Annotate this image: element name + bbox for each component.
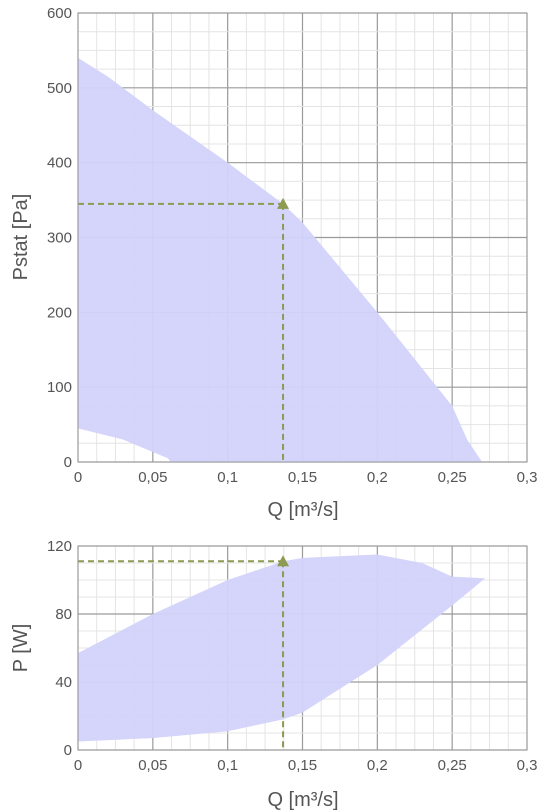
power-operating-guides — [78, 555, 290, 750]
pressure-operating-guides — [78, 197, 290, 462]
y-tick-label: 100 — [47, 379, 72, 396]
y-tick-label: 80 — [55, 606, 72, 623]
y-tick-label: 500 — [47, 80, 72, 97]
pressure-chart: 0 0,05 0,1 0,15 0,2 0,25 0,3 0 100 200 300 400 500 6… — [10, 5, 537, 521]
x-tick-label: 0,1 — [217, 469, 238, 486]
pressure-x-axis-label: Q [m³/s] — [267, 499, 338, 521]
x-tick-label: 0,15 — [288, 469, 317, 486]
power-x-axis-label: Q [m³/s] — [267, 789, 338, 811]
x-tick-label: 0,05 — [138, 469, 167, 486]
x-tick-label: 0,25 — [438, 757, 467, 774]
pressure-envelope-area — [78, 57, 483, 463]
pressure-x-ticks: 0 0,05 0,1 0,15 0,2 0,25 0,3 — [74, 469, 538, 486]
power-envelope-area — [78, 554, 486, 742]
x-tick-label: 0,15 — [288, 757, 317, 774]
x-tick-label: 0 — [74, 757, 82, 774]
x-tick-label: 0 — [74, 469, 82, 486]
pressure-y-ticks: 0 100 200 300 400 500 600 — [47, 5, 72, 471]
y-tick-label: 40 — [55, 674, 72, 691]
y-tick-label: 200 — [47, 304, 72, 321]
y-tick-label: 400 — [47, 155, 72, 172]
x-tick-label: 0,1 — [217, 757, 238, 774]
operating-point-marker — [277, 555, 290, 567]
y-tick-label: 0 — [64, 454, 72, 471]
x-tick-label: 0,3 — [517, 469, 538, 486]
x-tick-label: 0,3 — [517, 757, 538, 774]
power-y-ticks: 0 40 80 120 — [47, 538, 72, 759]
x-tick-label: 0,2 — [367, 757, 388, 774]
pressure-chart-frame — [77, 12, 528, 463]
y-tick-label: 300 — [47, 230, 72, 247]
power-chart-frame — [77, 545, 528, 751]
power-chart: 0 0,05 0,1 0,15 0,2 0,25 0,3 0 40 80 120 Q [m³/s]… — [10, 538, 537, 811]
operating-point-marker — [277, 197, 290, 209]
pressure-y-axis-label: Pstat [Pa] — [10, 194, 32, 281]
power-x-ticks: 0 0,05 0,1 0,15 0,2 0,25 0,3 — [74, 757, 538, 774]
y-tick-label: 120 — [47, 538, 72, 555]
y-tick-label: 600 — [47, 5, 72, 22]
x-tick-label: 0,05 — [138, 757, 167, 774]
y-tick-label: 0 — [64, 742, 72, 759]
power-y-axis-label: P [W] — [10, 624, 32, 673]
x-tick-label: 0,25 — [438, 469, 467, 486]
x-tick-label: 0,2 — [367, 469, 388, 486]
